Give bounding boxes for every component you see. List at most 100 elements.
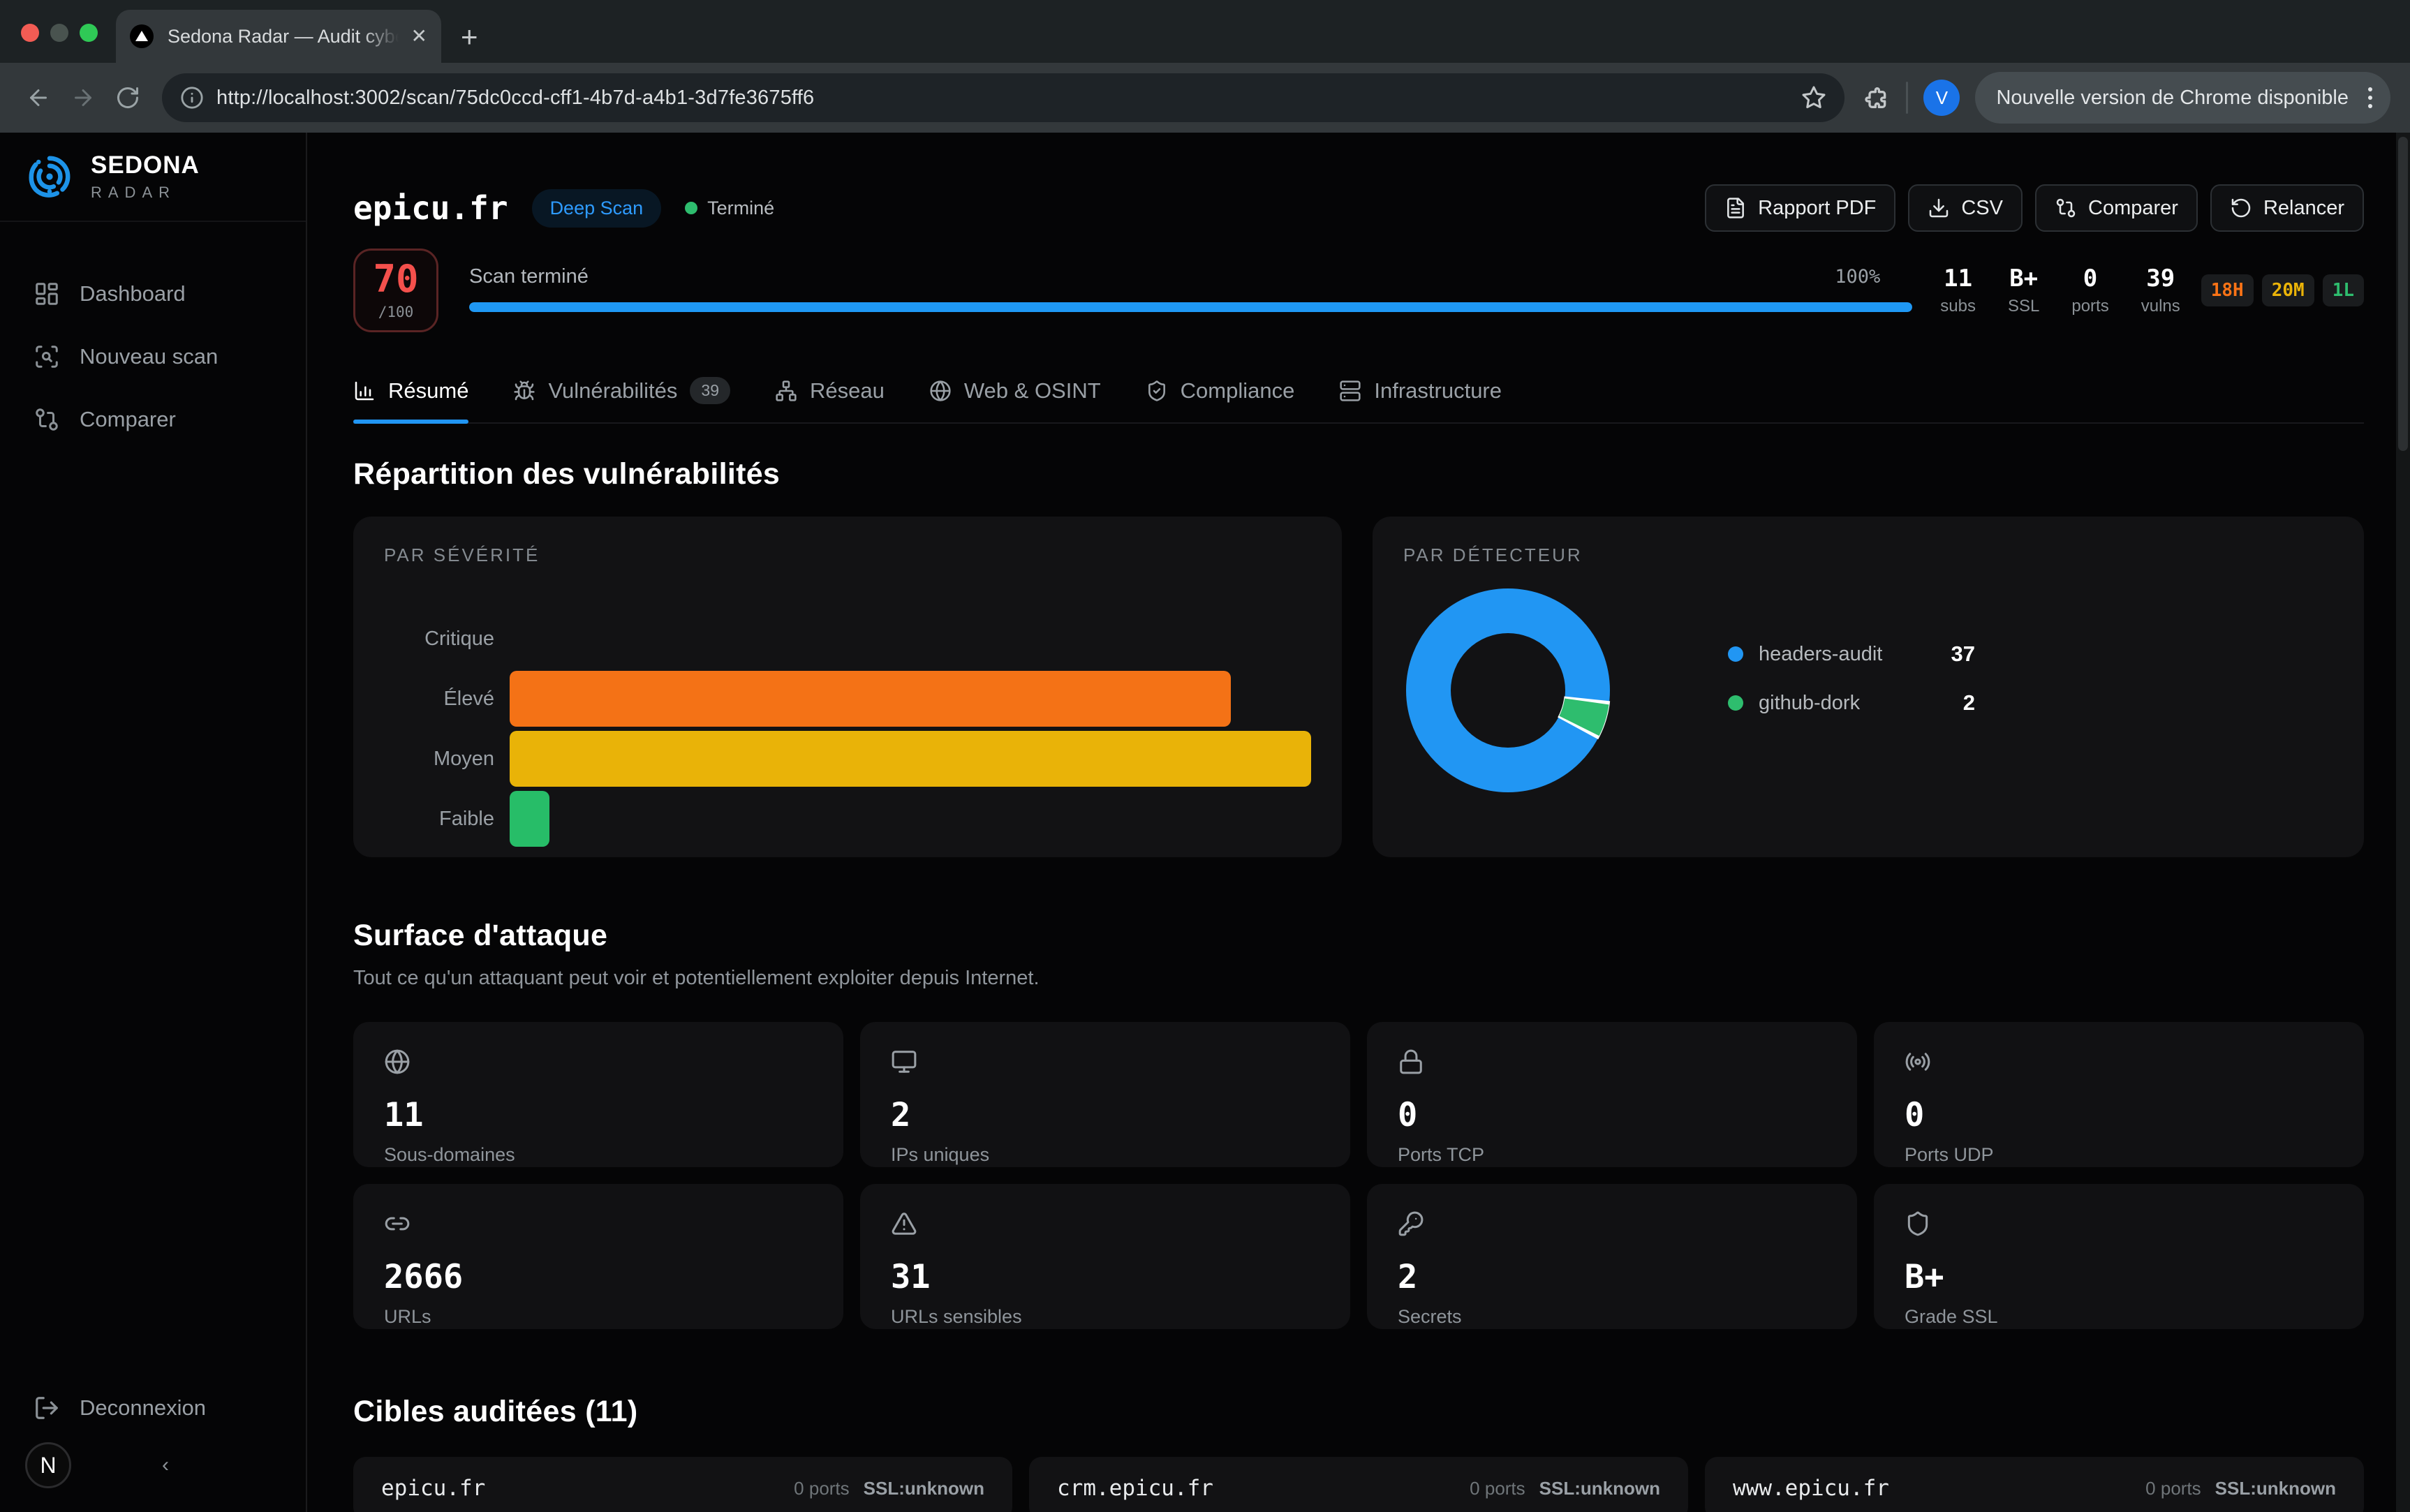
surface-card-secrets: 2 Secrets [1367, 1184, 1857, 1329]
back-icon[interactable] [20, 79, 57, 117]
surface-card-label: Ports TCP [1398, 1144, 1485, 1165]
monitor-icon [891, 1048, 1319, 1075]
vuln-section-title: Répartition des vulnérabilités [353, 457, 781, 491]
window-controls[interactable] [0, 24, 98, 63]
target-card-www.epicu.fr[interactable]: www.epicu.fr 0 ports SSL:unknown [1705, 1457, 2364, 1512]
target-ports: 0 ports [2145, 1477, 2201, 1499]
tab-vulnérabilités[interactable]: Vulnérabilités 39 [513, 377, 730, 422]
url-bar[interactable]: http://localhost:3002/scan/75dc0ccd-cff1… [162, 73, 1845, 122]
quick-stats: 11 subs B+ SSL 0 ports 39 vulns [1940, 249, 2180, 332]
status-dot-icon [685, 202, 698, 214]
score-value: 70 [373, 257, 419, 301]
maximize-window-button[interactable] [80, 24, 98, 42]
minimize-window-button[interactable] [50, 24, 68, 42]
severity-bar-chart: Critique Élevé Moyen Faible [384, 611, 1311, 847]
sidebar-item-comparer[interactable]: Comparer [0, 388, 306, 451]
legend-item-headers-audit: headers-audit 37 [1728, 642, 1975, 667]
shield-icon [1905, 1210, 2333, 1237]
link-icon [384, 1210, 813, 1237]
new-tab-button[interactable]: + [461, 20, 478, 53]
stat-ports: 0 ports [2071, 265, 2108, 316]
logout-button[interactable]: Deconnexion [0, 1378, 306, 1438]
surface-card-value: 0 [1905, 1096, 1925, 1134]
tab-compliance[interactable]: Compliance [1146, 377, 1294, 422]
reload-icon[interactable] [109, 79, 147, 117]
legend-label: github-dork [1759, 691, 1861, 714]
radio-icon [1905, 1048, 2333, 1075]
close-window-button[interactable] [21, 24, 39, 42]
bug-icon [513, 380, 535, 402]
rapport-pdf-button[interactable]: Rapport PDF [1705, 184, 1896, 232]
tab-title: Sedona Radar — Audit cybers [168, 25, 406, 47]
legend-value: 37 [1951, 642, 1975, 666]
browser-tab[interactable]: Sedona Radar — Audit cybers ✕ [116, 10, 441, 63]
surface-card-value: 31 [891, 1258, 931, 1296]
forward-icon[interactable] [64, 79, 102, 117]
comparer-button[interactable]: Comparer [2035, 184, 2198, 232]
sidebar-nav: Dashboard Nouveau scan Comparer [0, 262, 306, 451]
scan-type-badge: Deep Scan [531, 188, 662, 228]
brand-subtitle: RADAR [91, 184, 177, 201]
tab-réseau[interactable]: Réseau [775, 377, 885, 422]
target-ports: 0 ports [794, 1477, 850, 1499]
stat-value: 11 [1944, 265, 1973, 292]
tab-label: Vulnérabilités [548, 378, 678, 403]
git-compare-icon [34, 406, 60, 433]
alert-triangle-icon [891, 1210, 1319, 1237]
sidebar-item-label: Dashboard [80, 281, 186, 306]
sidebar-item-dashboard[interactable]: Dashboard [0, 262, 306, 325]
tab-strip: Sedona Radar — Audit cybers ✕ + [0, 0, 2410, 63]
sidebar-collapse-button[interactable]: ‹ [162, 1453, 169, 1476]
surface-card-label: Ports UDP [1905, 1144, 1994, 1165]
surface-card-ports-tcp: 0 Ports TCP [1367, 1022, 1857, 1167]
bar-row-élevé: Élevé [384, 671, 1311, 727]
site-info-icon[interactable] [180, 86, 204, 110]
csv-button[interactable]: CSV [1908, 184, 2023, 232]
profile-avatar[interactable]: V [1923, 80, 1960, 116]
bar-track [510, 731, 1311, 787]
surface-card-label: URLs sensibles [891, 1306, 1022, 1327]
chrome-update-button[interactable]: Nouvelle version de Chrome disponible [1975, 72, 2390, 124]
attack-surface-grid: 11 Sous-domaines 2 IPs uniques 0 Ports TCP 0 Po… [353, 1022, 2364, 1329]
target-card-epicu.fr[interactable]: epicu.fr 0 ports SSL:unknown [353, 1457, 1012, 1512]
progress-fill [469, 302, 1913, 312]
bar-value-1 [510, 791, 550, 847]
tab-infrastructure[interactable]: Infrastructure [1339, 377, 1502, 422]
stat-label: vulns [2141, 297, 2180, 316]
extensions-icon[interactable] [1863, 84, 1891, 112]
chart-column-icon [353, 380, 376, 402]
tab-web-osint[interactable]: Web & OSINT [929, 377, 1101, 422]
scrollbar-track[interactable] [2396, 133, 2410, 1512]
stat-label: ports [2071, 297, 2109, 316]
bar-value-20 [510, 731, 1311, 787]
favicon-triangle-icon [130, 24, 154, 48]
surface-card-value: 11 [384, 1096, 424, 1134]
file-text-icon [1724, 197, 1747, 219]
bar-value-18 [510, 671, 1232, 727]
bar-category-label: Élevé [443, 687, 494, 710]
stat-subs: 11 subs [1940, 265, 1976, 316]
bar-track [510, 671, 1311, 727]
target-ssl: SSL:unknown [2215, 1477, 2336, 1499]
bookmark-star-icon[interactable] [1801, 85, 1826, 110]
tab-close-icon[interactable]: ✕ [411, 25, 427, 47]
sidebar-item-nouveau-scan[interactable]: Nouveau scan [0, 325, 306, 388]
target-ports: 0 ports [1470, 1477, 1525, 1499]
attack-section-subtitle: Tout ce qu'un attaquant peut voir et pot… [353, 967, 1040, 989]
toolbar-separator [1906, 82, 1909, 114]
git-compare-icon [2055, 197, 2077, 219]
browser-menu-icon[interactable] [2360, 87, 2381, 108]
browser-toolbar: http://localhost:3002/scan/75dc0ccd-cff1… [0, 63, 2410, 133]
target-card-crm.epicu.fr[interactable]: crm.epicu.fr 0 ports SSL:unknown [1029, 1457, 1688, 1512]
scrollbar-thumb[interactable] [2398, 137, 2408, 451]
tab-résumé[interactable]: Résumé [353, 377, 469, 424]
stat-value: 0 [2083, 265, 2098, 292]
targets-grid: epicu.fr 0 ports SSL:unknown crm.epicu.fr 0 … [353, 1457, 2364, 1512]
sidebar: SEDONA RADAR Dashboard Nouveau scan Compar… [0, 133, 307, 1512]
severity-badges: 18H 20M 1L [2201, 249, 2364, 332]
relancer-button[interactable]: Relancer [2210, 184, 2364, 232]
detector-chart-card: PAR DÉTECTEUR headers-audit 37 github-dork… [1373, 517, 2364, 857]
targets-section-title: Cibles auditées (11) [353, 1395, 638, 1428]
nextjs-avatar[interactable]: N [25, 1442, 71, 1488]
rotate-ccw-icon [2230, 197, 2252, 219]
